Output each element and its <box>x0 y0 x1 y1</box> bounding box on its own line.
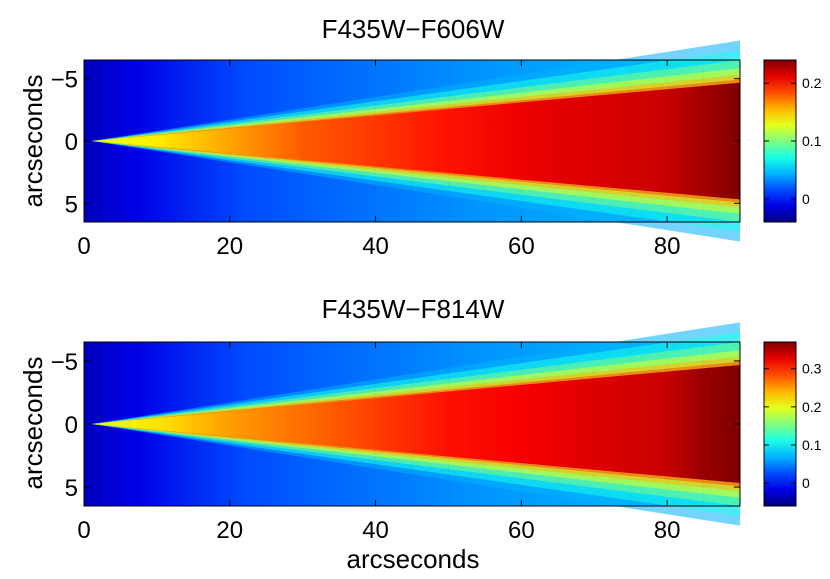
y-tick-label: −5 <box>51 67 78 94</box>
heatmap-panel-bottom: F435W−F814W arcseconds arcseconds 0 20 40 6… <box>18 294 822 574</box>
colorbar-tick-label: 0.1 <box>802 133 822 149</box>
heatmap-panel-top: F435W−F606W arcseconds 0 20 40 60 80 −505 00… <box>18 14 822 260</box>
y-tick-label: 5 <box>65 475 78 502</box>
colorbar-tick-label: 0.2 <box>802 75 822 91</box>
colorbar-tick-label: 0.3 <box>802 361 822 377</box>
colorbar-tick-label: 0.1 <box>802 437 822 453</box>
x-tick-label: 20 <box>216 233 243 260</box>
panel-title: F435W−F814W <box>322 294 505 324</box>
x-tick-label: 60 <box>508 233 535 260</box>
colorbar-gradient <box>763 341 797 507</box>
x-tick-label: 0 <box>77 517 90 544</box>
y-tick-label: 5 <box>65 191 78 218</box>
y-axis-label: arcseconds <box>18 357 48 490</box>
x-tick-label: 0 <box>77 233 90 260</box>
x-axis-ticks: 0 20 40 60 80 <box>77 60 680 260</box>
heatmap-plot-area <box>83 322 741 526</box>
y-tick-label: 0 <box>65 412 78 439</box>
x-tick-label: 80 <box>654 233 681 260</box>
colorbar-tick-label: 0 <box>802 191 810 207</box>
colorbar: 0 0.1 0.2 <box>763 59 822 223</box>
x-tick-label: 20 <box>216 517 243 544</box>
x-tick-label: 60 <box>508 517 535 544</box>
panel-title: F435W−F606W <box>322 14 505 44</box>
x-tick-label: 40 <box>362 233 389 260</box>
heatmap-plot-area <box>83 40 741 242</box>
x-axis-label: arcseconds <box>347 544 480 574</box>
y-axis-ticks: −5 0 5 <box>51 349 740 502</box>
cone-core <box>91 364 740 484</box>
y-axis-ticks: −5 0 5 <box>51 67 740 218</box>
colorbar-tick-label: 0.2 <box>802 399 822 415</box>
x-axis-ticks: 0 20 40 60 80 <box>77 342 680 544</box>
y-axis-label: arcseconds <box>18 75 48 208</box>
colorbar-tick-label: 0 <box>802 475 810 491</box>
y-tick-label: −5 <box>51 349 78 376</box>
x-tick-label: 40 <box>362 517 389 544</box>
x-tick-label: 80 <box>654 517 681 544</box>
cone-core <box>91 82 740 200</box>
y-tick-label: 0 <box>65 129 78 156</box>
colorbar: 0 0.1 0.2 0.3 <box>763 341 822 507</box>
